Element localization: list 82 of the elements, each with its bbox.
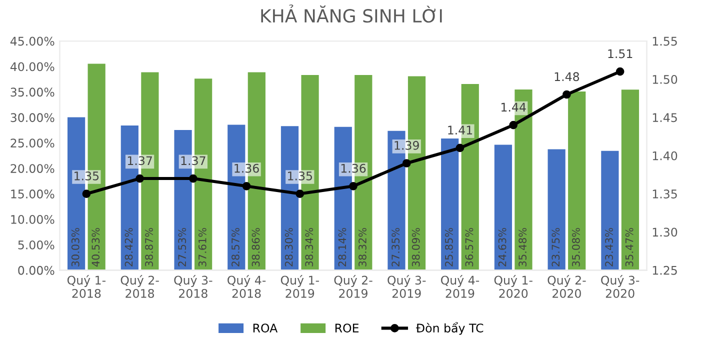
y2-tick-label: 1.40 <box>652 151 678 160</box>
y2-tick-label: 1.25 <box>652 266 677 275</box>
data-label: 1.36 <box>234 164 259 173</box>
y-tick-label: 25.00% <box>10 138 54 148</box>
y2-tick-label: 1.30 <box>652 228 678 237</box>
y-tick-label: 45.00% <box>10 36 54 46</box>
point <box>402 159 411 168</box>
x-tick-label: Quý 1- 2018 <box>67 275 106 298</box>
data-label: 27.35% <box>392 228 400 266</box>
y2-tick-label: 1.45 <box>652 113 677 122</box>
point <box>509 120 518 130</box>
data-label: 35.48% <box>518 228 527 266</box>
data-label: 28.30% <box>284 228 293 266</box>
point <box>616 67 624 76</box>
x-tick-label: Quý 1- 2020 <box>494 275 532 298</box>
x-tick-label: Quý 2- 2019 <box>334 275 372 298</box>
y-tick-label: 0.00% <box>18 266 54 275</box>
data-label: 40.53% <box>92 228 100 267</box>
x-tick-label: Quý 2- 2020 <box>548 275 586 298</box>
point <box>136 174 144 183</box>
x-tick-label: Quý 4- 2018 <box>228 275 266 298</box>
y2-tick-label: 1.35 <box>652 190 677 198</box>
data-label: 1.41 <box>448 126 472 134</box>
point <box>189 174 198 183</box>
data-label: 1.48 <box>554 72 580 82</box>
chart-title: KHẢ NĂNG SINH LỜI <box>261 4 442 23</box>
bar <box>548 149 566 270</box>
y-tick-label: 15.00% <box>11 190 54 198</box>
y-tick-label: 30.00% <box>10 113 54 122</box>
data-label: 38.32% <box>358 228 366 266</box>
legend-label: Đòn bẩy TC <box>416 322 484 335</box>
legend-label: ROA <box>253 324 278 333</box>
data-label: 30.03% <box>71 228 80 266</box>
y-tick-label: 35.00% <box>10 88 54 97</box>
point <box>349 182 358 190</box>
data-label: 1.37 <box>181 156 206 166</box>
point <box>296 190 304 198</box>
data-label: 35.08% <box>572 228 580 266</box>
bar <box>494 144 512 270</box>
data-label: 1.39 <box>394 140 419 150</box>
y-tick-label: 40.00% <box>10 62 54 72</box>
point <box>82 190 91 198</box>
y2-tick-label: 1.55 <box>652 36 677 46</box>
data-label: 38.87% <box>145 228 153 266</box>
bar <box>601 150 619 270</box>
data-label: 38.34% <box>305 228 314 266</box>
data-label: 35.47% <box>625 228 634 266</box>
bar <box>568 92 586 270</box>
data-label: 38.86% <box>252 228 260 266</box>
data-label: 23.75% <box>552 228 560 266</box>
data-label: 1.51 <box>608 49 632 58</box>
point <box>242 182 251 190</box>
y-tick-label: 5.00% <box>18 240 54 250</box>
data-label: 1.35 <box>74 171 99 180</box>
x-tick-label: Quý 2- 2018 <box>120 275 159 298</box>
data-label: 27.53% <box>178 228 186 266</box>
data-label: 37.61% <box>198 228 206 266</box>
bar <box>441 138 459 270</box>
data-label: 1.44 <box>502 102 526 112</box>
y2-tick-label: 1.50 <box>652 74 678 84</box>
x-tick-label: Quý 1- 2019 <box>280 275 319 298</box>
data-label: 1.36 <box>341 164 366 173</box>
y-tick-label: 10.00% <box>11 214 54 224</box>
x-tick-label: Quý 3- 2019 <box>388 275 426 298</box>
data-label: 1.35 <box>288 171 312 180</box>
data-label: 38.09% <box>412 228 420 266</box>
data-label: 36.57% <box>465 228 474 266</box>
data-label: 28.57% <box>232 228 240 266</box>
x-tick-label: Quý 4- 2019 <box>441 275 480 298</box>
bar <box>621 90 640 270</box>
data-label: 25.85% <box>444 228 453 266</box>
data-label: 28.42% <box>124 228 133 266</box>
x-tick-label: Quý 3- 2018 <box>174 275 212 298</box>
y-tick-label: 20.00% <box>10 164 54 173</box>
data-label: 28.14% <box>338 228 346 266</box>
point <box>456 144 464 152</box>
data-label: 24.63% <box>498 228 506 266</box>
legend-label: ROE <box>335 324 359 333</box>
data-label: 23.43% <box>605 228 613 266</box>
x-tick-label: Quý 3- 2020 <box>601 275 640 298</box>
point <box>562 90 571 99</box>
data-label: 1.37 <box>128 156 152 166</box>
